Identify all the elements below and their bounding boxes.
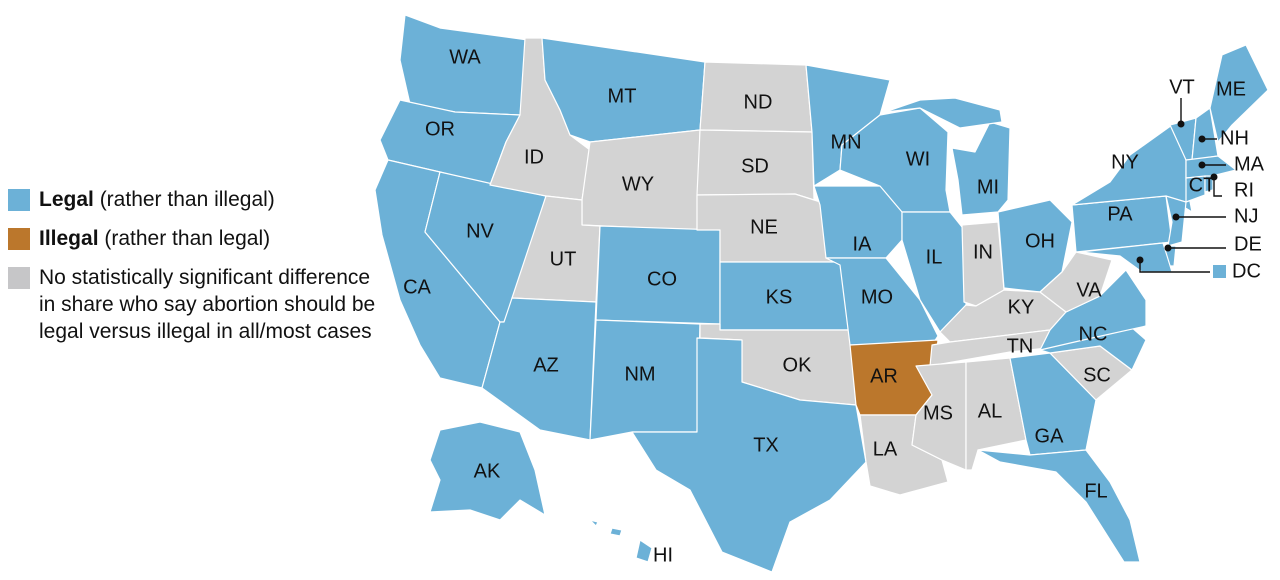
state-fl bbox=[977, 449, 1141, 563]
legend-item-illegal: Illegal (rather than legal) bbox=[8, 225, 388, 252]
state-label-ks: KS bbox=[766, 286, 793, 308]
state-label-vt: VT bbox=[1169, 76, 1195, 98]
state-label-ia: IA bbox=[853, 233, 873, 255]
state-label-co: CO bbox=[647, 268, 677, 290]
state-label-mo: MO bbox=[861, 286, 893, 308]
state-label-ct: CT bbox=[1189, 174, 1216, 196]
legend-item-no-difference: No statistically significant difference … bbox=[8, 264, 388, 345]
state-label-in: IN bbox=[973, 241, 993, 263]
leader-line-ri bbox=[1213, 177, 1222, 197]
state-va bbox=[1039, 269, 1147, 351]
state-label-ut: UT bbox=[550, 248, 577, 270]
state-label-ms: MS bbox=[923, 402, 953, 424]
state-label-nm: NM bbox=[624, 363, 655, 385]
state-label-la: LA bbox=[873, 438, 898, 460]
state-label-wy: WY bbox=[622, 173, 654, 195]
state-label-hi: HI bbox=[653, 544, 673, 566]
state-hi bbox=[609, 527, 623, 537]
legend-label: (rather than illegal) bbox=[93, 188, 275, 211]
state-az bbox=[481, 297, 597, 441]
state-label-nh: NH bbox=[1220, 127, 1249, 149]
state-label-sd: SD bbox=[741, 155, 769, 177]
leader-dot-vt bbox=[1177, 120, 1185, 128]
leader-dot-ma bbox=[1198, 161, 1206, 169]
state-wv bbox=[1039, 251, 1113, 313]
legend-label: (rather than legal) bbox=[98, 227, 271, 250]
legend-label: No statistically significant difference … bbox=[39, 266, 376, 343]
state-label-de: DE bbox=[1234, 233, 1262, 255]
legend-swatch-illegal bbox=[8, 228, 30, 250]
state-nj bbox=[1165, 195, 1187, 247]
state-label-ma: MA bbox=[1234, 153, 1265, 175]
state-label-nv: NV bbox=[466, 220, 494, 242]
leader-dot-nh bbox=[1198, 135, 1206, 143]
state-mi bbox=[884, 97, 1003, 129]
state-label-ky: KY bbox=[1008, 296, 1035, 318]
state-label-me: ME bbox=[1216, 78, 1246, 100]
leader-line-dc bbox=[1139, 260, 1210, 273]
state-label-az: AZ bbox=[533, 354, 559, 376]
state-label-ak: AK bbox=[474, 460, 501, 482]
state-label-mt: MT bbox=[608, 85, 637, 107]
state-label-sc: SC bbox=[1083, 364, 1111, 386]
leader-dot-ri bbox=[1210, 173, 1218, 181]
state-label-oh: OH bbox=[1025, 230, 1055, 252]
state-label-fl: FL bbox=[1084, 480, 1107, 502]
state-label-il: IL bbox=[926, 246, 943, 268]
state-label-tn: TN bbox=[1007, 335, 1034, 357]
leader-dot-nj bbox=[1172, 213, 1180, 221]
state-dc-swatch bbox=[1213, 265, 1226, 278]
state-label-ok: OK bbox=[783, 354, 813, 376]
leader-dot-dc bbox=[1136, 256, 1144, 264]
state-label-mn: MN bbox=[830, 131, 861, 153]
state-me bbox=[1209, 44, 1269, 143]
state-label-ri: RI bbox=[1234, 179, 1254, 201]
legend-label-bold: Legal bbox=[39, 188, 94, 211]
state-hi bbox=[635, 539, 653, 563]
state-hi bbox=[589, 519, 599, 527]
state-label-ca: CA bbox=[403, 276, 431, 298]
state-label-nj: NJ bbox=[1234, 205, 1258, 227]
state-label-ny: NY bbox=[1111, 151, 1139, 173]
state-label-al: AL bbox=[978, 400, 1002, 422]
state-label-va: VA bbox=[1076, 279, 1102, 301]
state-label-pa: PA bbox=[1107, 203, 1133, 225]
legend-swatch-legal bbox=[8, 189, 30, 211]
state-mi bbox=[951, 121, 1011, 216]
legend-item-legal: Legal (rather than illegal) bbox=[8, 186, 388, 213]
state-label-ne: NE bbox=[750, 216, 778, 238]
state-tx bbox=[631, 337, 867, 573]
state-label-wa: WA bbox=[449, 46, 481, 68]
state-label-tx: TX bbox=[753, 434, 779, 456]
state-ri bbox=[1204, 175, 1214, 193]
legend-label-bold: Illegal bbox=[39, 227, 99, 250]
state-ak bbox=[429, 421, 546, 521]
state-label-ar: AR bbox=[870, 365, 898, 387]
legend: Legal (rather than illegal) Illegal (rat… bbox=[8, 186, 388, 357]
state-label-dc: DC bbox=[1232, 260, 1261, 282]
state-label-nd: ND bbox=[744, 91, 773, 113]
state-label-wi: WI bbox=[906, 148, 930, 170]
leader-dot-de bbox=[1164, 244, 1172, 252]
state-label-nc: NC bbox=[1079, 323, 1108, 345]
state-label-or: OR bbox=[425, 118, 455, 140]
state-label-mi: MI bbox=[977, 176, 999, 198]
state-ma bbox=[1185, 155, 1237, 179]
state-label-ga: GA bbox=[1035, 425, 1065, 447]
state-ct bbox=[1185, 175, 1206, 203]
legend-swatch-none bbox=[8, 267, 30, 289]
state-label-id: ID bbox=[524, 146, 544, 168]
